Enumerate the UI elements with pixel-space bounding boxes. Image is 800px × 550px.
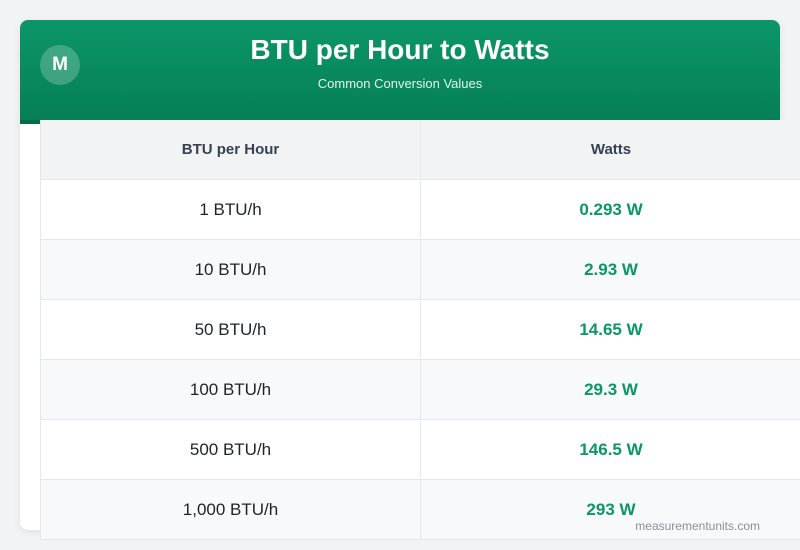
table-row: 1,000 BTU/h 293 W <box>41 480 800 540</box>
btu-cell: 500 BTU/h <box>41 420 421 479</box>
watts-cell: 29.3 W <box>584 379 638 399</box>
btu-cell: 10 BTU/h <box>41 240 421 299</box>
btu-cell: 100 BTU/h <box>41 360 421 419</box>
btu-cell: 1,000 BTU/h <box>41 480 421 539</box>
table-row: 10 BTU/h 2.93 W <box>41 240 800 300</box>
watts-cell: 2.93 W <box>584 259 638 279</box>
column-header-btu: BTU per Hour <box>41 120 421 179</box>
table-row: 50 BTU/h 14.65 W <box>41 300 800 360</box>
header-banner: M BTU per Hour to Watts Common Conversio… <box>20 20 780 124</box>
table-header-row: BTU per Hour Watts <box>41 120 800 180</box>
watts-cell: 293 W <box>586 499 636 519</box>
site-logo: M <box>40 45 80 85</box>
watts-cell: 0.293 W <box>579 199 643 219</box>
table-row: 1 BTU/h 0.293 W <box>41 180 800 240</box>
btu-cell: 50 BTU/h <box>41 300 421 359</box>
page-title: BTU per Hour to Watts <box>250 34 550 65</box>
btu-cell: 1 BTU/h <box>41 180 421 239</box>
column-header-watts: Watts <box>590 141 632 158</box>
watts-cell: 14.65 W <box>579 319 643 339</box>
site-watermark: measurementunits.com <box>635 519 760 533</box>
page-subtitle: Common Conversion Values <box>317 76 483 91</box>
conversion-table: BTU per Hour Watts 1 BTU/h 0.293 W 10 BT… <box>40 120 800 540</box>
table-row: 100 BTU/h 29.3 W <box>41 360 800 420</box>
table-row: 500 BTU/h 146.5 W <box>41 420 800 480</box>
watts-cell: 146.5 W <box>579 439 643 459</box>
